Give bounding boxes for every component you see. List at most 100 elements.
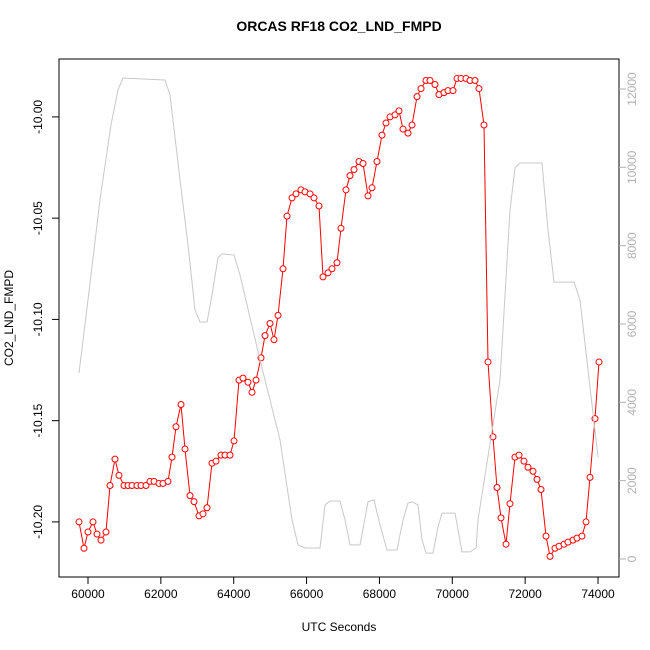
y-tick-label: -10.15 [31, 403, 45, 437]
data-point [404, 129, 412, 137]
data-point [408, 121, 416, 129]
y2-tick-label: 6000 [625, 310, 639, 337]
data-point [333, 259, 341, 267]
data-point [212, 457, 220, 465]
data-point [520, 457, 528, 465]
series-line [78, 77, 599, 554]
data-point [413, 93, 421, 101]
data-point [142, 481, 150, 489]
data-point [542, 532, 550, 540]
data-point [471, 76, 479, 84]
data-point [391, 111, 399, 119]
data-point [292, 190, 300, 198]
data-point [359, 159, 367, 167]
data-point [306, 190, 314, 198]
data-point [102, 528, 110, 536]
data-point [274, 311, 282, 319]
data-point [342, 186, 350, 194]
y2-tick-label: 0 [625, 555, 639, 562]
data-point [315, 202, 323, 210]
chart-title: ORCAS RF18 CO2_LND_FMPD [236, 18, 441, 34]
data-point [172, 423, 180, 431]
data-point [524, 463, 532, 471]
data-point [350, 166, 358, 174]
data-point [529, 467, 537, 475]
data-point [190, 498, 198, 506]
data-point [177, 400, 185, 408]
y2-tick-label: 2000 [625, 467, 639, 494]
x-tick-label: 68000 [363, 587, 397, 601]
y2-tick-label: 10000 [625, 150, 639, 184]
data-point [546, 552, 554, 560]
x-tick-label: 66000 [290, 587, 324, 601]
data-point [346, 172, 354, 180]
y2-tick-label: 12000 [625, 72, 639, 106]
data-point [586, 473, 594, 481]
y-tick-label: -10.05 [31, 201, 45, 235]
data-point [475, 85, 483, 93]
data-point [186, 492, 194, 500]
data-point [537, 486, 545, 494]
data-point [378, 131, 386, 139]
data-point [324, 269, 332, 277]
data-point [266, 319, 274, 327]
y2-tick-label: 4000 [625, 389, 639, 416]
data-point [395, 107, 403, 115]
data-point [515, 451, 523, 459]
data-point [328, 265, 336, 273]
x-tick-label: 62000 [144, 587, 178, 601]
data-point [244, 378, 252, 386]
data-point [199, 510, 207, 518]
data-point [270, 336, 278, 344]
data-point [181, 445, 189, 453]
y-tick-label: -10.00 [31, 100, 45, 134]
data-point [115, 471, 123, 479]
data-point [89, 518, 97, 526]
x-tick-label: 72000 [508, 587, 542, 601]
data-point [506, 500, 514, 508]
y-axis-label: CO2_LND_FMPD [2, 270, 16, 366]
data-point [533, 475, 541, 483]
data-point [84, 528, 92, 536]
y2-tick-label: 8000 [625, 232, 639, 259]
data-point [279, 265, 287, 273]
data-point [364, 192, 372, 200]
data-point [168, 453, 176, 461]
data-point [111, 455, 119, 463]
data-point [493, 483, 501, 491]
x-tick-label: 70000 [436, 587, 470, 601]
data-point [75, 518, 83, 526]
data-point [368, 184, 376, 192]
x-tick-label: 74000 [581, 587, 615, 601]
data-point [310, 194, 318, 202]
data-point [226, 451, 234, 459]
data-point [502, 540, 510, 548]
data-point [431, 81, 439, 89]
plot-frame [58, 58, 620, 578]
data-point [93, 530, 101, 538]
data-point [80, 544, 88, 552]
data-point [382, 119, 390, 127]
data-point [252, 376, 260, 384]
data-point [484, 358, 492, 366]
x-tick-label: 60000 [71, 587, 105, 601]
data-point [582, 518, 590, 526]
data-point [399, 125, 407, 133]
data-point [337, 224, 345, 232]
data-point [480, 121, 488, 129]
data-point [106, 481, 114, 489]
x-axis-label: UTC Seconds [302, 620, 377, 634]
data-point [283, 212, 291, 220]
data-point [230, 437, 238, 445]
x-tick-label: 64000 [217, 587, 251, 601]
data-point [164, 477, 172, 485]
y-tick-label: -10.20 [31, 505, 45, 539]
data-point [449, 87, 457, 95]
data-point [417, 85, 425, 93]
data-point [497, 514, 505, 522]
data-point [97, 536, 105, 544]
data-point [373, 157, 381, 165]
data-point [426, 76, 434, 84]
y-tick-label: -10.10 [31, 302, 45, 336]
